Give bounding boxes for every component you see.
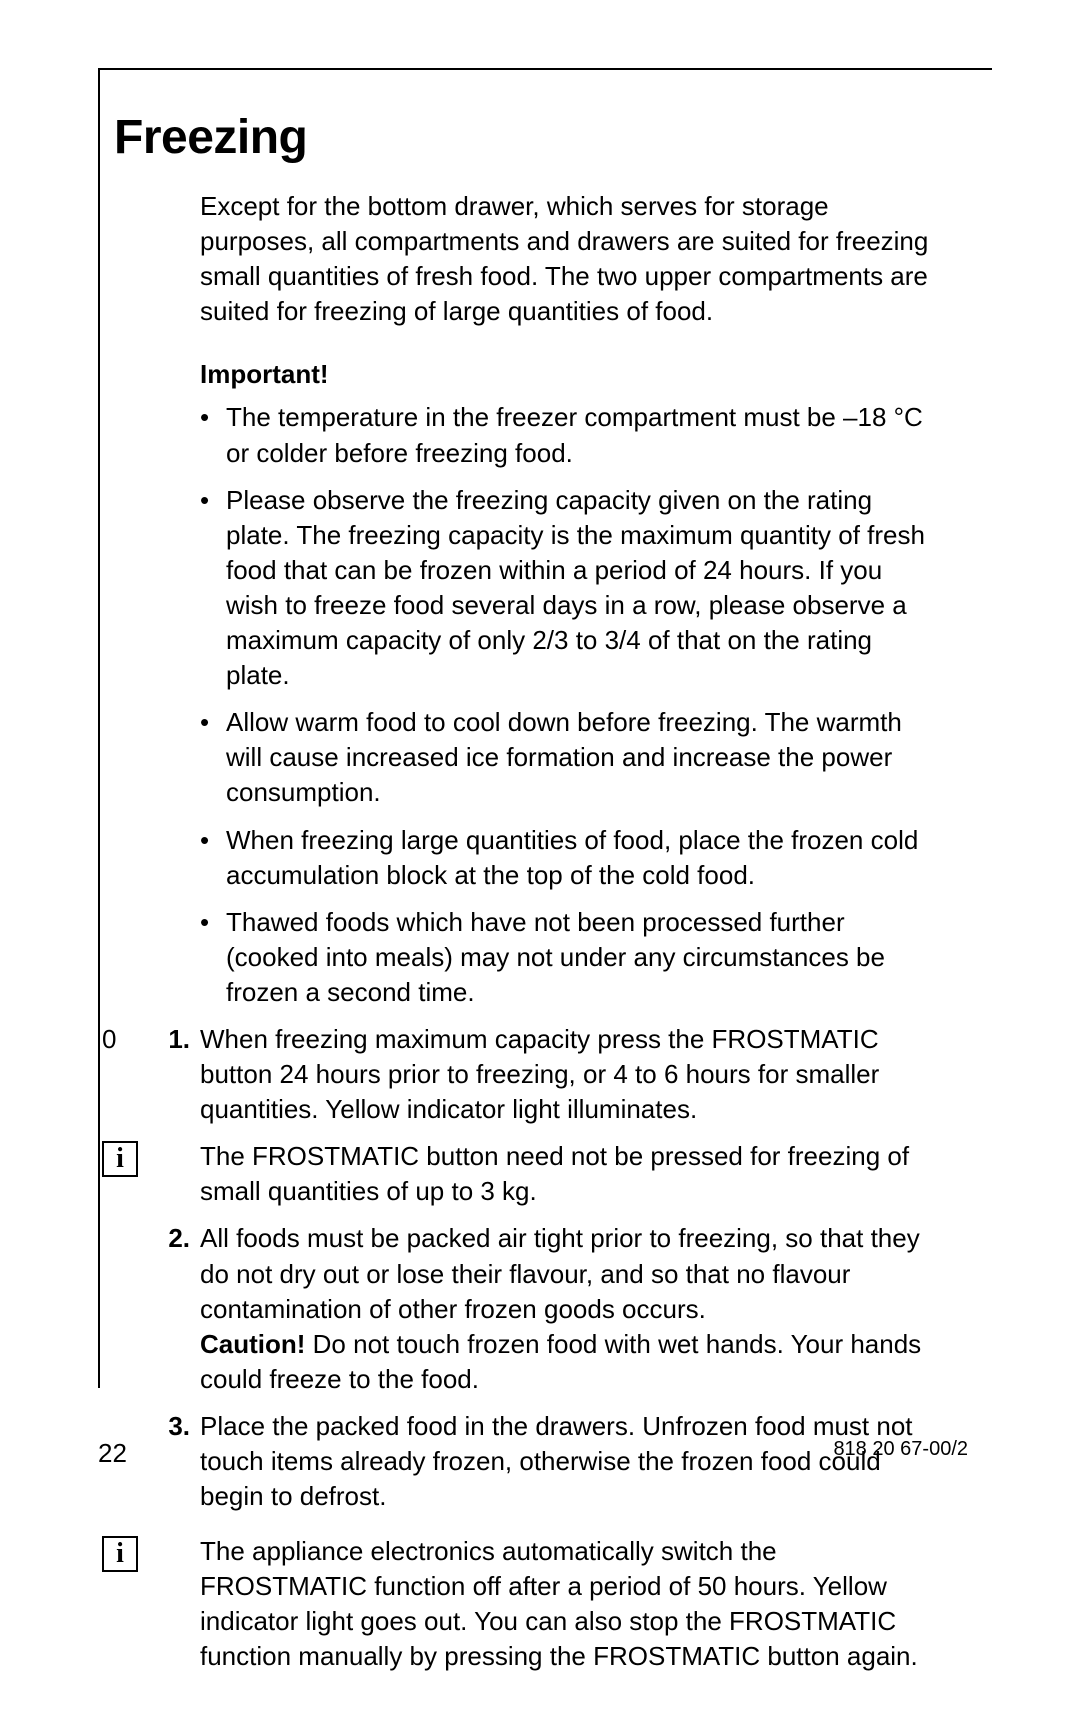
page-footer: 22 818 20 67-00/2	[98, 1438, 992, 1469]
info-i-glyph: i	[116, 1540, 124, 1568]
step-text: When freezing maximum capacity press the…	[200, 1022, 932, 1127]
info-text: The appliance electronics automatically …	[200, 1534, 932, 1674]
step-number: 1.	[158, 1022, 200, 1127]
info-i-glyph: i	[116, 1145, 124, 1173]
info-icon: i	[102, 1536, 138, 1572]
bullet-text: The temperature in the freezer compartme…	[226, 400, 932, 470]
bullet-item: • When freezing large quantities of food…	[200, 823, 932, 893]
important-label: Important!	[200, 357, 952, 392]
bullet-text: When freezing large quantities of food, …	[226, 823, 932, 893]
margin-zero: 0	[102, 1024, 116, 1054]
section-heading: Freezing	[114, 110, 952, 165]
bullet-text: Allow warm food to cool down before free…	[226, 705, 932, 810]
info-icon: i	[102, 1141, 138, 1177]
bullet-item: • Allow warm food to cool down before fr…	[200, 705, 932, 810]
document-code: 818 20 67-00/2	[833, 1438, 992, 1469]
content-area: Freezing Except for the bottom drawer, w…	[100, 70, 992, 1727]
info-icon-col: i	[100, 1534, 158, 1572]
intro-paragraph: Except for the bottom drawer, which serv…	[200, 189, 932, 329]
bullet-mark: •	[200, 705, 226, 810]
page-number: 22	[98, 1438, 127, 1469]
bullet-list: • The temperature in the freezer compart…	[200, 400, 932, 1010]
info-icon-col: i	[100, 1139, 158, 1177]
step2-part-a: All foods must be packed air tight prior…	[200, 1223, 920, 1323]
step2-part-b: Do not touch frozen food with wet hands.…	[200, 1329, 921, 1394]
bullet-item: • Thawed foods which have not been proce…	[200, 905, 932, 1010]
bullet-item: • The temperature in the freezer compart…	[200, 400, 932, 470]
step-1: 0 1. When freezing maximum capacity pres…	[100, 1022, 952, 1127]
bullet-text: Thawed foods which have not been process…	[226, 905, 932, 1010]
info-note-1: i The FROSTMATIC button need not be pres…	[100, 1139, 952, 1209]
info-note-2: i The appliance electronics automaticall…	[100, 1534, 952, 1674]
bullet-mark: •	[200, 823, 226, 893]
step-number: 2.	[158, 1221, 200, 1396]
step-text: All foods must be packed air tight prior…	[200, 1221, 932, 1396]
margin-marker	[100, 1221, 158, 1396]
step-2: 2. All foods must be packed air tight pr…	[100, 1221, 952, 1396]
bullet-text: Please observe the freezing capacity giv…	[226, 483, 932, 694]
info-text: The FROSTMATIC button need not be presse…	[200, 1139, 932, 1209]
caution-label: Caution!	[200, 1329, 305, 1359]
bullet-item: • Please observe the freezing capacity g…	[200, 483, 932, 694]
bullet-mark: •	[200, 400, 226, 470]
margin-marker: 0	[100, 1022, 158, 1127]
page-frame: Freezing Except for the bottom drawer, w…	[98, 68, 992, 1388]
bullet-mark: •	[200, 905, 226, 1010]
bullet-mark: •	[200, 483, 226, 694]
